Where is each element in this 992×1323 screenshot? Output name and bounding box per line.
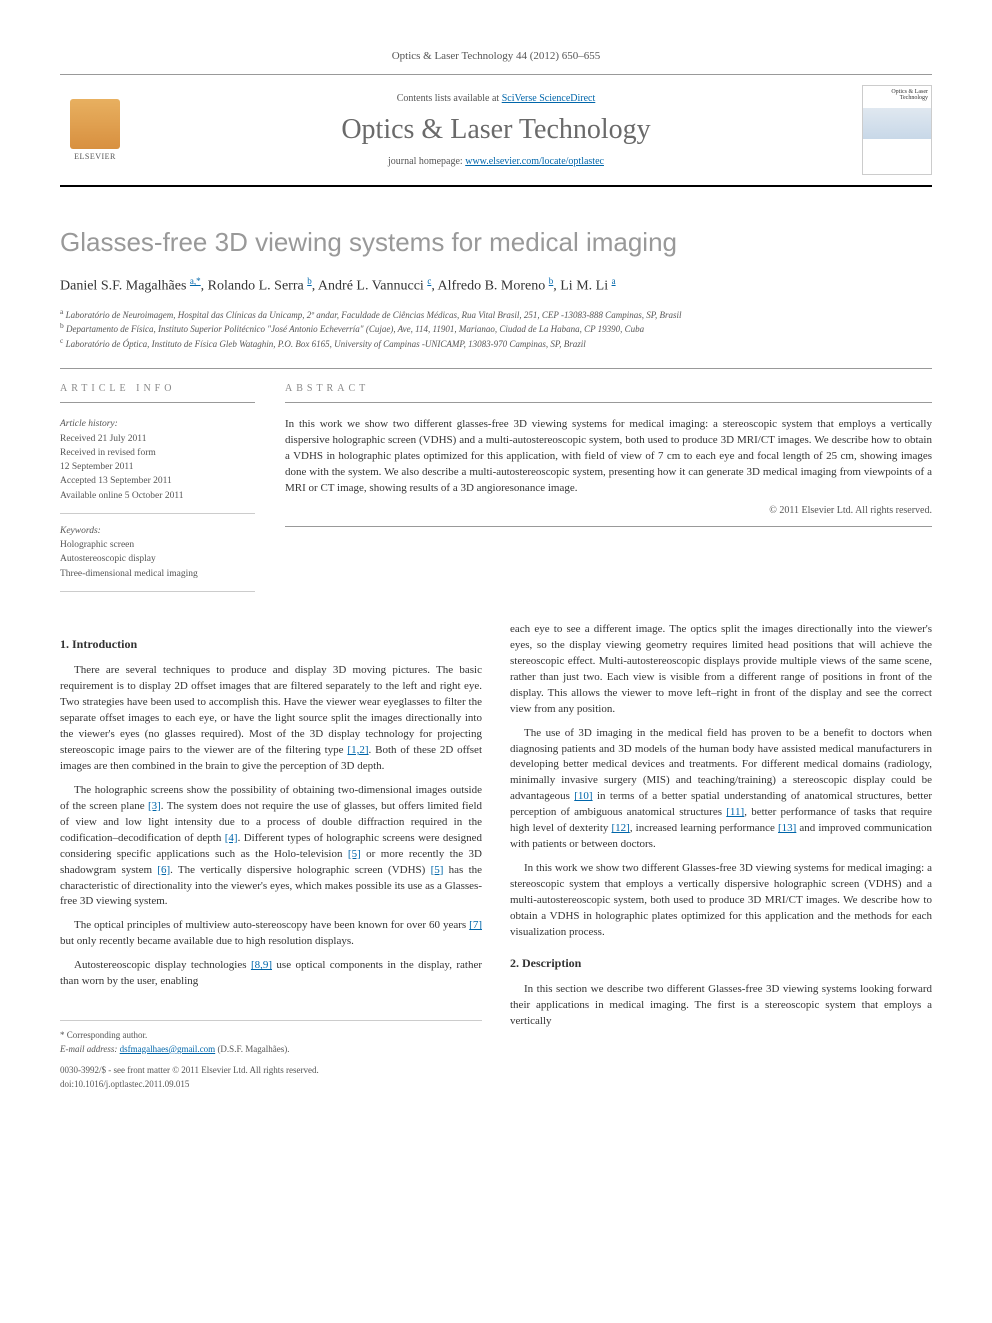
body-text: 1. Introduction There are several techni… xyxy=(60,622,932,1091)
column-left: 1. Introduction There are several techni… xyxy=(60,622,482,1091)
ref-link[interactable]: [3] xyxy=(148,800,161,812)
doi-line: doi:10.1016/j.optlastec.2011.09.015 xyxy=(60,1078,482,1092)
article-footer: * Corresponding author. E-mail address: … xyxy=(60,1020,482,1091)
abstract-label: ABSTRACT xyxy=(285,383,932,394)
author-affil-link[interactable]: a xyxy=(612,276,616,286)
elsevier-tree-icon xyxy=(70,99,120,149)
ref-link[interactable]: [4] xyxy=(225,832,238,844)
author-affil-link[interactable]: b xyxy=(549,276,554,286)
divider xyxy=(285,526,932,527)
journal-title: Optics & Laser Technology xyxy=(140,114,852,146)
journal-cover-thumb: Optics & Laser Technology xyxy=(862,85,932,175)
column-right: each eye to see a different image. The o… xyxy=(510,622,932,1091)
body-para: The use of 3D imaging in the medical fie… xyxy=(510,726,932,854)
journal-reference: Optics & Laser Technology 44 (2012) 650–… xyxy=(60,50,932,62)
ref-link[interactable]: [8,9] xyxy=(251,959,272,971)
ref-link[interactable]: [7] xyxy=(469,919,482,931)
divider xyxy=(60,368,932,369)
section-heading-intro: 1. Introduction xyxy=(60,636,482,653)
author-affil-link[interactable]: b xyxy=(307,276,312,286)
email-label: E-mail address: xyxy=(60,1044,120,1054)
ref-link[interactable]: [10] xyxy=(574,790,592,802)
author-affil-link[interactable]: c xyxy=(427,276,431,286)
author-email-link[interactable]: dsfmagalhaes@gmail.com xyxy=(120,1044,216,1054)
keywords-block: Keywords: Holographic screenAutostereosc… xyxy=(60,524,255,592)
contents-available: Contents lists available at SciVerse Sci… xyxy=(140,93,852,104)
divider xyxy=(60,402,255,403)
publisher-logo: ELSEVIER xyxy=(60,93,130,168)
journal-header: ELSEVIER Contents lists available at Sci… xyxy=(60,74,932,187)
ref-link[interactable]: [5] xyxy=(348,848,361,860)
section-heading-description: 2. Description xyxy=(510,955,932,972)
article-info-sidebar: ARTICLE INFO Article history: Received 2… xyxy=(60,383,255,592)
body-para: The optical principles of multiview auto… xyxy=(60,918,482,950)
ref-link[interactable]: [11] xyxy=(726,806,744,818)
body-para: There are several techniques to produce … xyxy=(60,663,482,775)
ref-link[interactable]: [1,2] xyxy=(347,744,368,756)
ref-link[interactable]: [5] xyxy=(431,864,444,876)
cover-line2: Technology xyxy=(900,95,928,101)
history-label: Article history: xyxy=(60,419,118,429)
ref-link[interactable]: [12] xyxy=(611,822,629,834)
contents-text: Contents lists available at xyxy=(397,93,502,104)
email-line: E-mail address: dsfmagalhaes@gmail.com (… xyxy=(60,1043,482,1057)
issn-line: 0030-3992/$ - see front matter © 2011 El… xyxy=(60,1064,482,1078)
abstract-copyright: © 2011 Elsevier Ltd. All rights reserved… xyxy=(285,505,932,516)
ref-link[interactable]: [13] xyxy=(778,822,796,834)
abstract-text: In this work we show two different glass… xyxy=(285,417,932,497)
body-para: In this section we describe two differen… xyxy=(510,982,932,1030)
article-info-label: ARTICLE INFO xyxy=(60,383,255,394)
affiliations: a Laboratório de Neuroimagem, Hospital d… xyxy=(60,307,932,351)
article-title: Glasses-free 3D viewing systems for medi… xyxy=(60,227,932,258)
article-history: Article history: Received 21 July 2011Re… xyxy=(60,417,255,514)
divider xyxy=(285,402,932,403)
ref-link[interactable]: [6] xyxy=(157,864,170,876)
author-list: Daniel S.F. Magalhães a,*, Rolando L. Se… xyxy=(60,276,932,295)
email-name: (D.S.F. Magalhães). xyxy=(215,1044,289,1054)
body-para: Autostereoscopic display technologies [8… xyxy=(60,958,482,990)
homepage-label: journal homepage: xyxy=(388,156,465,167)
author-affil-link[interactable]: a,* xyxy=(190,276,201,286)
homepage-link[interactable]: www.elsevier.com/locate/optlastec xyxy=(465,156,604,167)
corresponding-author: * Corresponding author. xyxy=(60,1029,482,1043)
body-para: each eye to see a different image. The o… xyxy=(510,622,932,718)
keywords-label: Keywords: xyxy=(60,526,101,536)
journal-homepage: journal homepage: www.elsevier.com/locat… xyxy=(140,156,852,167)
sciencedirect-link[interactable]: SciVerse ScienceDirect xyxy=(502,93,596,104)
abstract-column: ABSTRACT In this work we show two differ… xyxy=(285,383,932,592)
publisher-name: ELSEVIER xyxy=(74,152,116,161)
body-para: In this work we show two different Glass… xyxy=(510,861,932,941)
body-para: The holographic screens show the possibi… xyxy=(60,783,482,911)
